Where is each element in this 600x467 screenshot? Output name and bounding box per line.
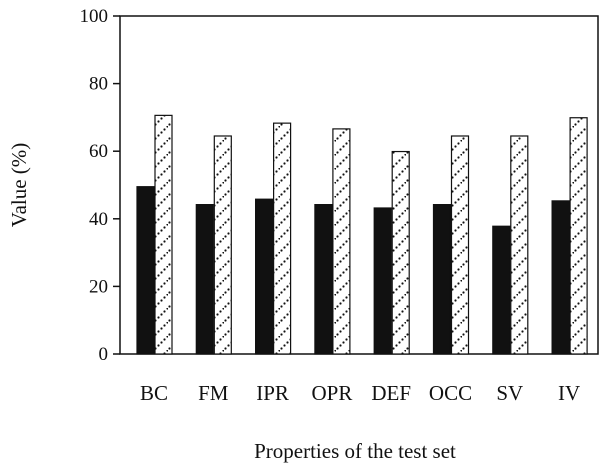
- y-tick-label: 100: [80, 6, 109, 27]
- bar-solid-fm: [195, 204, 214, 355]
- bar-solid-opr: [314, 204, 333, 355]
- x-tick-label: OPR: [311, 381, 352, 405]
- x-tick-label: BC: [140, 381, 168, 405]
- bars-group: [136, 114, 588, 355]
- bar-solid-occ: [432, 204, 452, 355]
- x-tick-label: FM: [198, 381, 229, 405]
- x-axis-labels: BC FM IPR OPR DEF OCC SV IV: [140, 381, 580, 405]
- bar-solid-iv: [551, 200, 570, 355]
- y-tick-label: 0: [99, 344, 109, 365]
- bar-hatched-occ: [450, 135, 470, 355]
- y-tick-label: 80: [89, 74, 108, 95]
- bar-hatched-fm: [213, 135, 232, 355]
- x-tick-label: OCC: [429, 381, 472, 405]
- bar-hatched-iv: [569, 117, 588, 355]
- x-tick-label: DEF: [371, 381, 411, 405]
- bar-hatched-opr: [332, 128, 351, 355]
- bar-solid-ipr: [255, 198, 274, 355]
- bar-hatched-ipr: [273, 122, 292, 355]
- y-axis-ticks: 0 20 40 60 80 100: [80, 6, 120, 365]
- bar-solid-def: [373, 207, 392, 355]
- x-tick-label: IV: [558, 381, 580, 405]
- bar-hatched-bc: [154, 114, 173, 355]
- y-tick-label: 60: [89, 141, 108, 162]
- plot-frame: [119, 15, 599, 355]
- y-axis-title: Value (%): [7, 143, 31, 228]
- bar-hatched-def: [391, 150, 410, 355]
- bar-solid-bc: [136, 186, 155, 355]
- bar-solid-sv: [492, 225, 511, 355]
- y-tick-label: 20: [89, 276, 108, 297]
- y-tick-label: 40: [89, 209, 108, 230]
- x-tick-label: IPR: [256, 381, 289, 405]
- x-axis-title: Properties of the test set: [254, 439, 456, 463]
- x-tick-label: SV: [496, 381, 523, 405]
- bar-hatched-sv: [510, 135, 529, 355]
